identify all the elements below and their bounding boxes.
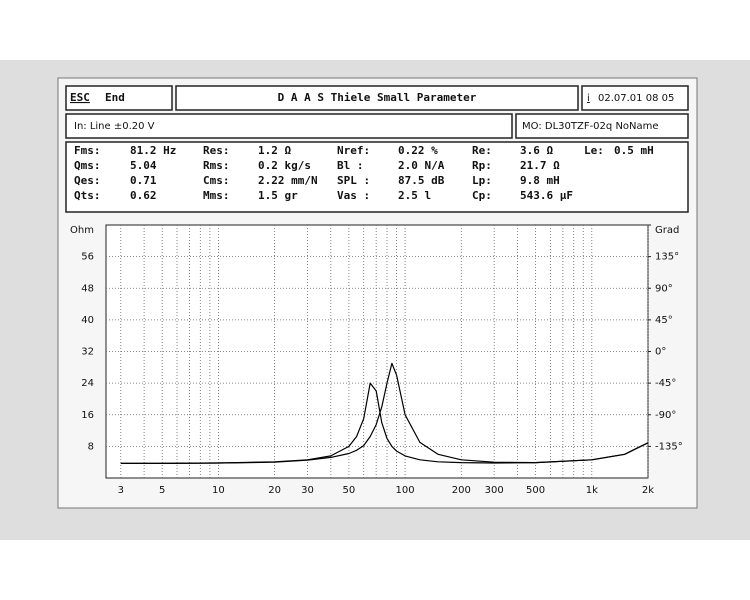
y-tick-label: 40: [81, 315, 94, 326]
param-label: Qts:: [74, 189, 101, 202]
param-label: Cp:: [472, 189, 492, 202]
y-tick-label: Ohm: [70, 225, 94, 236]
param-label: Fms:: [74, 144, 101, 157]
date-box: [581, 85, 689, 111]
x-tick-label: 100: [396, 485, 415, 496]
input-level: In: Line ±0.20 V: [74, 121, 155, 132]
model-box[interactable]: [515, 113, 689, 139]
param-label: Rp:: [472, 159, 492, 172]
param-value: 2.5 l: [398, 189, 431, 202]
y2-tick-label: -135°: [655, 441, 683, 452]
x-tick-label: 10: [212, 485, 225, 496]
y-tick-label: 16: [81, 410, 94, 421]
params-box: [65, 141, 689, 213]
y2-tick-label: 135°: [655, 252, 679, 263]
model-name: MO: DL30TZF-02q NoName: [522, 121, 659, 132]
param-label: Rms:: [203, 159, 230, 172]
param-value: 1.2 Ω: [258, 144, 291, 157]
y2-tick-label: Grad: [655, 225, 679, 236]
param-label: Qms:: [74, 159, 101, 172]
info-key[interactable]: i: [587, 93, 590, 104]
y-tick-label: 24: [81, 378, 94, 389]
param-label: Vas :: [337, 189, 370, 202]
param-value: 21.7 Ω: [520, 159, 560, 172]
param-value: 0.22 %: [398, 144, 438, 157]
param-value: 5.04: [130, 159, 157, 172]
param-label: Bl :: [337, 159, 364, 172]
param-label: Mms:: [203, 189, 230, 202]
title-box: [175, 85, 579, 111]
y-tick-label: 48: [81, 283, 94, 294]
y2-tick-label: 0°: [655, 347, 666, 358]
param-value: 0.62: [130, 189, 157, 202]
y-tick-label: 32: [81, 347, 94, 358]
param-value: 3.6 Ω: [520, 144, 553, 157]
input-box[interactable]: [65, 113, 513, 139]
x-tick-label: 500: [526, 485, 545, 496]
param-value: 9.8 mH: [520, 174, 560, 187]
x-tick-label: 3: [118, 485, 124, 496]
param-value: 1.5 gr: [258, 189, 298, 202]
y2-tick-label: 45°: [655, 315, 673, 326]
x-tick-label: 200: [452, 485, 471, 496]
param-label: Re:: [472, 144, 492, 157]
param-label: Qes:: [74, 174, 101, 187]
esc-key[interactable]: ESC: [70, 91, 90, 104]
plot: 3 5 10 20 30 50 100 200 300 500 1k 2k 8 16 24 32 40 48 56 O…: [70, 224, 683, 496]
y2-tick-label: 90°: [655, 283, 673, 294]
y-tick-label: 56: [81, 252, 94, 263]
param-value: 0.2 kg/s: [258, 159, 311, 172]
param-label: Res:: [203, 144, 230, 157]
param-label: SPL :: [337, 174, 370, 187]
param-value: 87.5 dB: [398, 174, 445, 187]
end-label[interactable]: End: [105, 91, 125, 104]
param-label: Cms:: [203, 174, 230, 187]
params: Fms: 81.2 Hz Res: 1.2 Ω Nref: 0.22 % Re: 3.6 Ω L…: [74, 144, 654, 202]
y2-tick-label: -90°: [655, 410, 676, 421]
x-tick-label: 2k: [642, 485, 654, 496]
param-label: Le:: [584, 144, 604, 157]
x-tick-label: 20: [268, 485, 281, 496]
param-value: 543.6 μF: [520, 189, 573, 202]
param-label: Nref:: [337, 144, 370, 157]
y-tick-label: 8: [88, 441, 94, 452]
impedance-curve: [120, 362, 649, 464]
window-title: D A A S Thiele Small Parameter: [278, 91, 477, 104]
param-label: Lp:: [472, 174, 492, 187]
x-tick-label: 1k: [586, 485, 598, 496]
esc-box[interactable]: [65, 85, 173, 111]
param-value: 0.71: [130, 174, 157, 187]
x-tick-label: 300: [485, 485, 504, 496]
x-tick-label: 5: [159, 485, 165, 496]
y2-tick-label: -45°: [655, 378, 676, 389]
x-tick-label: 50: [343, 485, 356, 496]
x-tick-label: 30: [301, 485, 314, 496]
datetime: 02.07.01 08 05: [598, 93, 674, 104]
param-value: 2.0 N/A: [398, 159, 445, 172]
param-value: 0.5 mH: [614, 144, 654, 157]
param-value: 2.22 mm/N: [258, 174, 318, 187]
param-value: 81.2 Hz: [130, 144, 176, 157]
